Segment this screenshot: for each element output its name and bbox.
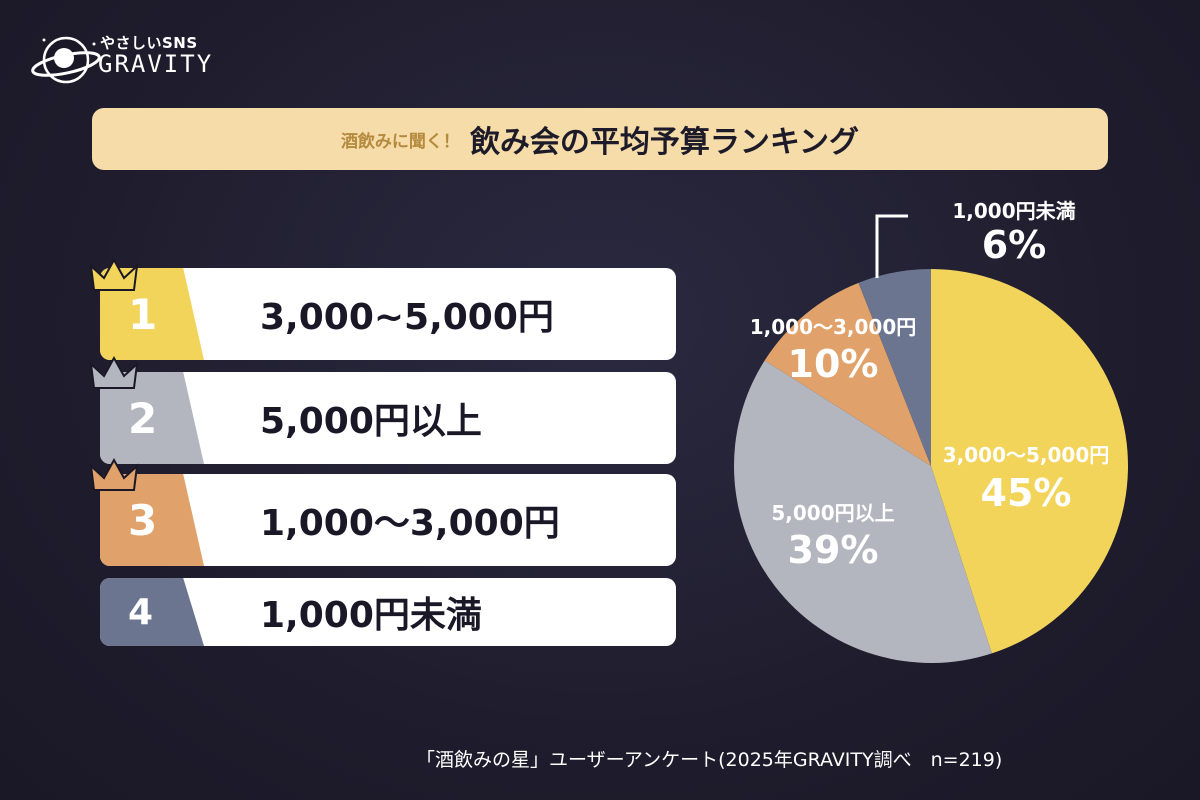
crown-icon-1 — [89, 257, 139, 291]
pie-percent-4: 6% — [982, 223, 1047, 267]
pie-slice-2 — [734, 360, 992, 663]
rank-number-2: 2 — [128, 393, 158, 443]
rank-row-2: 2 5,000円以上 — [100, 372, 676, 464]
crown-shape-2 — [89, 355, 139, 389]
pie-label-1: 3,000〜5,000円 — [943, 443, 1110, 467]
crown-icon-3 — [89, 457, 139, 491]
pie-slice-1 — [931, 269, 1128, 654]
crown-shape-1 — [89, 257, 139, 291]
pie-slice-3 — [764, 282, 931, 466]
rank-label-1: 3,000~5,000円 — [260, 297, 554, 338]
crown-shape-3 — [89, 457, 139, 491]
pie-percent-1: 45% — [981, 471, 1072, 515]
pie-label-2: 5,000円以上 — [771, 501, 894, 525]
pie-percent-2: 39% — [788, 528, 879, 572]
pie-slice-4 — [858, 269, 931, 466]
leader-line — [875, 214, 908, 278]
page-title: 飲み会の平均予算ランキング — [469, 125, 860, 160]
rank-label-2: 5,000円以上 — [260, 401, 482, 442]
rank-number-1: 1 — [128, 289, 158, 339]
pie-label-4: 1,000円未満 — [952, 199, 1075, 223]
pie-percent-3: 10% — [788, 342, 879, 386]
rank-number-4: 4 — [128, 591, 154, 633]
pre-title: 酒飲みに聞く！ — [340, 131, 460, 152]
source-note: 「酒飲みの星」ユーザーアンケート(2025年GRAVITY調べ n=219) — [416, 749, 1003, 771]
rank-number-3: 3 — [128, 495, 158, 545]
rank-row-3: 3 1,000〜3,000円 — [100, 474, 676, 566]
title-banner: 酒飲みに聞く！ 飲み会の平均予算ランキング — [92, 108, 1108, 170]
rank-row-4: 4 1,000円未満 — [100, 578, 676, 646]
pie-label-3: 1,000〜3,000円 — [750, 315, 917, 339]
crown-icon-2 — [89, 355, 139, 389]
brand-tagline: やさしいSNS — [100, 34, 198, 52]
brand-name: GRAVITY — [98, 50, 214, 78]
rank-label-4: 1,000円未満 — [260, 595, 482, 636]
rank-label-3: 1,000〜3,000円 — [260, 503, 560, 544]
rank-row-1: 1 3,000~5,000円 — [100, 268, 676, 360]
planet-icon — [31, 36, 101, 84]
